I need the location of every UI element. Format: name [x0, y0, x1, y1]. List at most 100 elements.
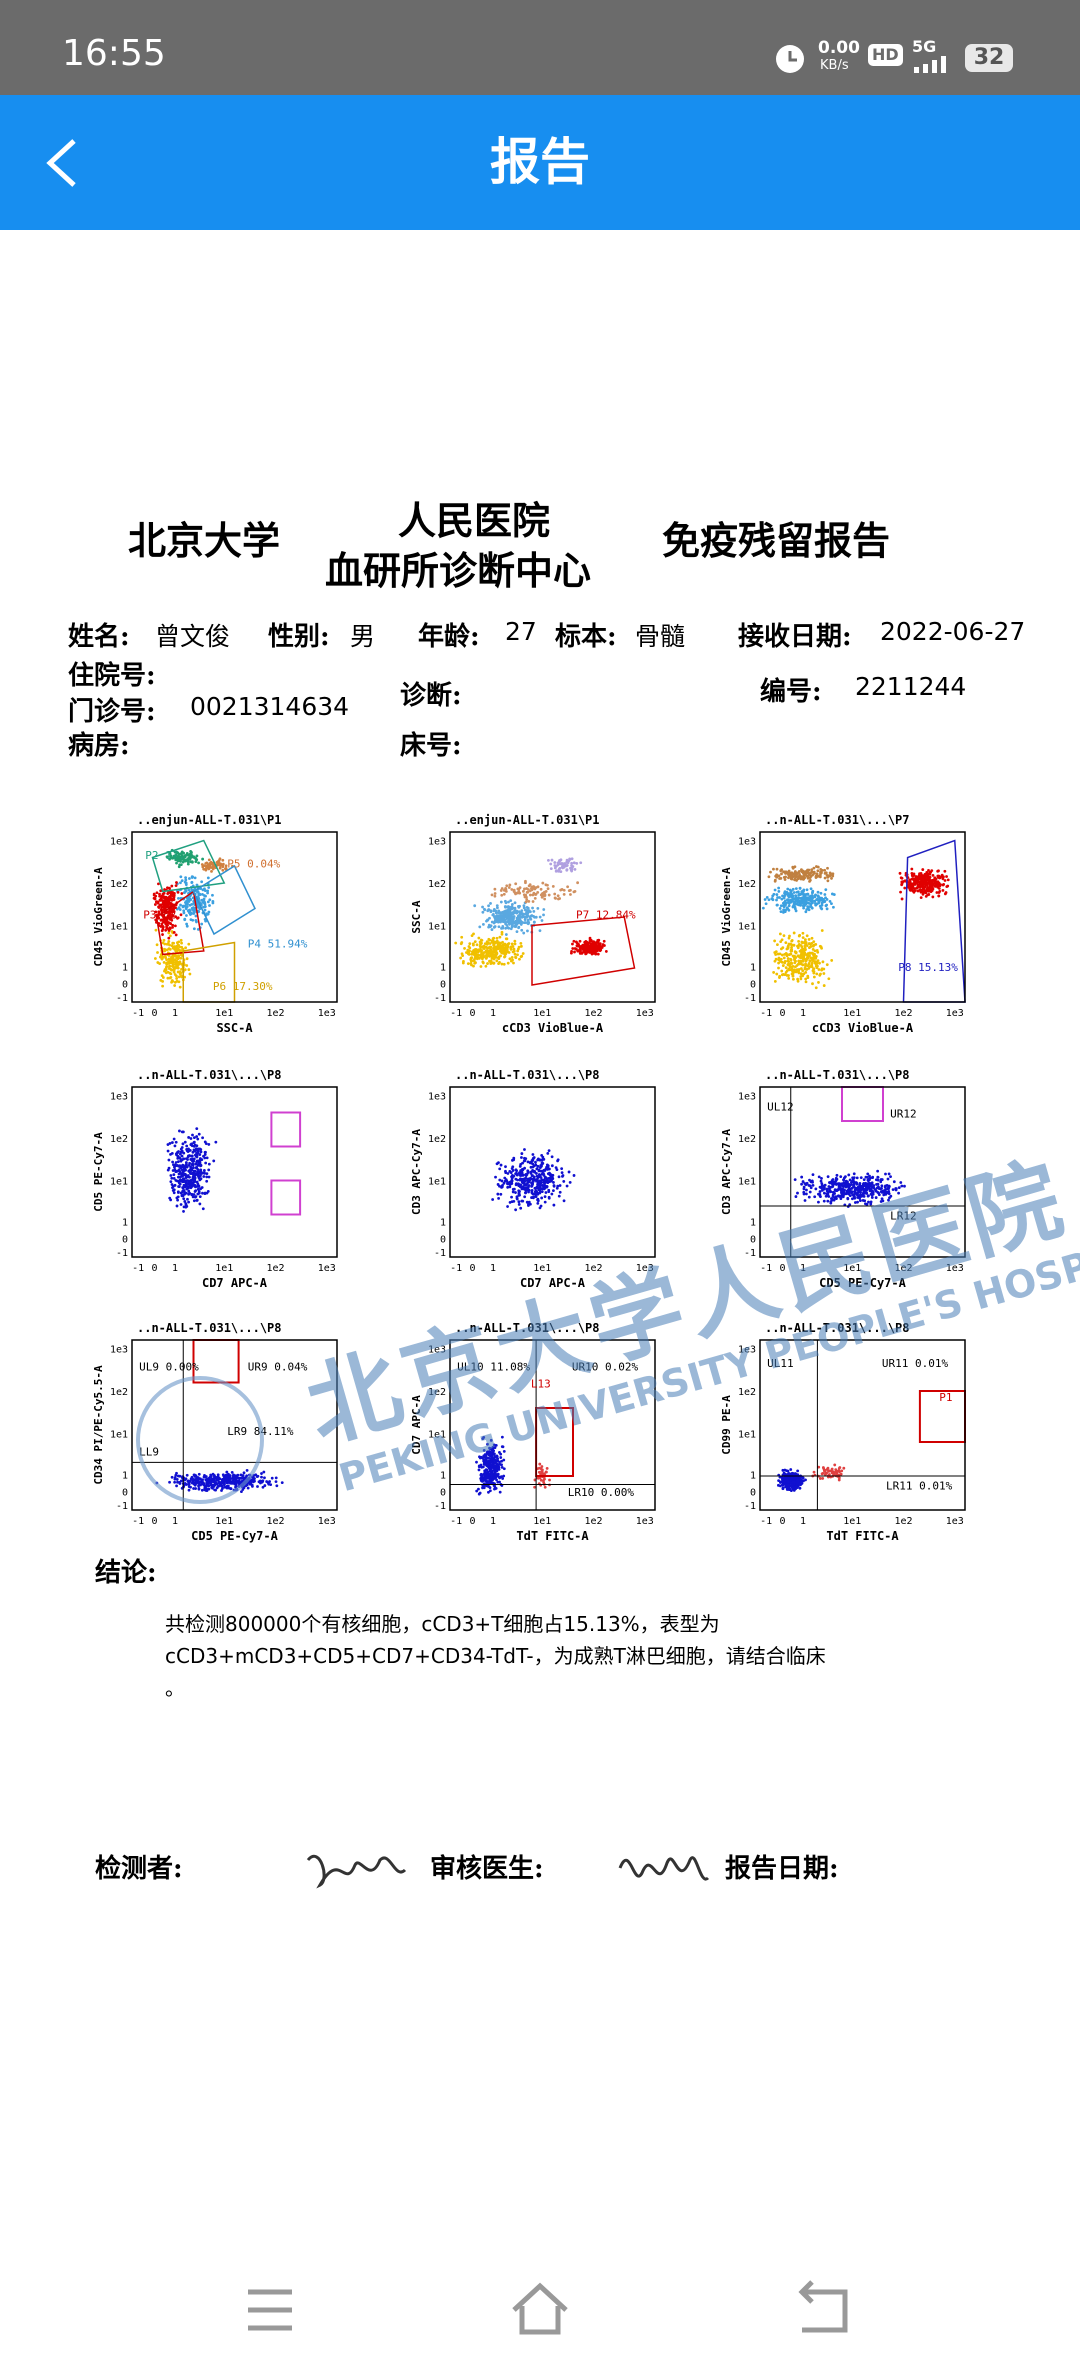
scatter-dot — [502, 1474, 506, 1478]
scatter-dot — [920, 881, 924, 885]
scatter-dot — [168, 1480, 171, 1484]
scatter-dot — [530, 1174, 534, 1178]
scatter-dot — [211, 900, 215, 903]
scatter-dot — [508, 957, 512, 961]
scatter-dot — [830, 959, 834, 962]
scatter-dot — [502, 892, 506, 896]
hd-badge: HD — [868, 44, 903, 66]
scatter-dot — [536, 1202, 540, 1205]
back-button[interactable] — [40, 137, 84, 189]
scatter-dot — [790, 972, 794, 976]
scatter-dot — [482, 951, 486, 954]
scatter-dot — [910, 867, 914, 871]
scatter-dot — [538, 929, 542, 933]
scatter-dot — [159, 918, 163, 922]
scatter-dot — [899, 876, 903, 880]
scatter-dot — [483, 942, 487, 946]
scatter-dot — [787, 960, 791, 964]
scatter-dot — [156, 951, 159, 954]
scatter-dot — [220, 1480, 224, 1484]
scatter-dot — [832, 905, 835, 909]
scatter-dot — [787, 904, 791, 908]
scatter-dot — [791, 905, 795, 909]
scatter-dot — [809, 959, 812, 963]
scatter-dot — [185, 1181, 189, 1185]
scatter-dot — [186, 1149, 190, 1152]
scatter-dot — [539, 887, 543, 891]
scatter-dot — [201, 1207, 205, 1211]
x-tick-label: 1e2 — [894, 1008, 912, 1019]
scatter-dot — [200, 1488, 204, 1492]
scatter-dot — [217, 1481, 220, 1485]
scatter-dot — [812, 975, 816, 979]
scatter-dot — [791, 875, 795, 879]
scatter-dot — [799, 977, 803, 981]
scatter-dot — [508, 913, 512, 917]
scatter-dot — [488, 1469, 492, 1473]
scatter-dot — [765, 896, 769, 899]
scatter-dot — [820, 896, 824, 900]
x-tick-label: 1e2 — [266, 1516, 284, 1527]
scatter-dot — [822, 972, 826, 975]
scatter-dot — [163, 918, 167, 921]
x-tick-label: 1 — [800, 1008, 806, 1019]
nav-title: 报告 — [490, 133, 590, 191]
scatter-dot — [530, 1182, 534, 1186]
scatter-dot — [497, 1197, 500, 1200]
scatter-dot — [556, 894, 560, 898]
scatter-dot — [767, 898, 771, 902]
scatter-dot — [568, 1180, 572, 1184]
scatter-dot — [159, 978, 163, 982]
scatter-dot — [196, 1192, 200, 1196]
scatter-dot — [884, 1184, 887, 1188]
scatter-dot — [803, 952, 807, 956]
scatter-dot — [763, 898, 767, 901]
scatter-dot — [820, 968, 824, 972]
scatter-dot — [546, 1151, 550, 1155]
scatter-dot — [512, 1156, 516, 1160]
scatter-dot — [817, 981, 820, 984]
scatter-dot — [804, 938, 807, 942]
scatter-dot — [530, 1184, 533, 1188]
scatter-dot — [537, 1476, 540, 1480]
scatter-dot — [498, 911, 502, 914]
scatter-dot — [154, 910, 158, 914]
scatter-dot — [532, 1164, 536, 1168]
scatter-dot — [190, 902, 194, 906]
scatter-dot — [813, 894, 817, 898]
scatter-dot — [188, 908, 191, 912]
scatter-dot — [174, 933, 178, 937]
scatter-dot — [190, 1154, 193, 1158]
scatter-dot — [183, 891, 186, 894]
scatter-dot — [468, 946, 472, 950]
scatter-dot — [496, 906, 499, 910]
scatter-dot — [505, 884, 509, 888]
scatter-dot — [871, 1176, 874, 1180]
scatter-dot — [170, 1141, 174, 1144]
scatter-dot — [899, 890, 902, 894]
scatter-dot — [485, 940, 489, 944]
scatter-dot — [536, 890, 540, 894]
scatter-dot — [173, 1144, 177, 1148]
scatter-dot — [916, 878, 920, 882]
scatter-dot — [199, 1168, 203, 1172]
scatter-dot — [497, 925, 501, 929]
scatter-dot — [819, 868, 823, 871]
scatter-dot — [543, 1195, 547, 1199]
scatter-dot — [820, 1177, 823, 1180]
scatter-dot — [573, 947, 577, 950]
scatter-dot — [477, 956, 480, 959]
scatter-dot — [823, 876, 827, 880]
scatter-dot — [567, 889, 571, 893]
scatter-dot — [586, 950, 590, 954]
scatter-dot — [808, 1178, 811, 1182]
scatter-dot — [931, 895, 935, 899]
gate — [155, 890, 205, 956]
x-tick-label: -1 — [450, 1008, 462, 1019]
scatter-dot — [211, 865, 215, 869]
scatter-dot — [206, 876, 210, 880]
x-tick-label: 1e2 — [266, 1263, 284, 1274]
scatter-dot — [859, 1176, 863, 1180]
scatter-dot — [801, 877, 805, 881]
scatter-dot — [517, 1200, 521, 1204]
